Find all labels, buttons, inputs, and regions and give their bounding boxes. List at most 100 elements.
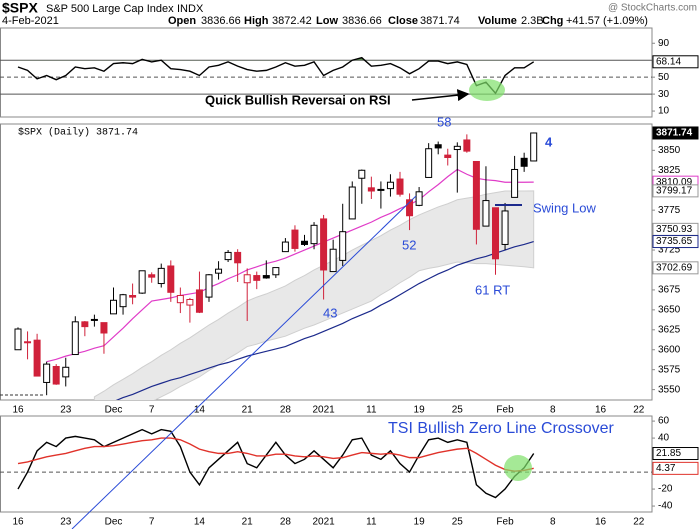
x-tick-label: 11 (366, 405, 377, 416)
candle-body (339, 231, 347, 261)
candle-body (119, 294, 127, 308)
x-tick-label: 25 (452, 517, 464, 528)
x-tick-label: 16 (595, 517, 607, 528)
x-tick-label: Dec (105, 405, 123, 416)
field-label: Chg (542, 15, 563, 27)
value-tag: 3750.93 (656, 224, 693, 235)
x-tick-label: 23 (60, 405, 72, 416)
candle-body (167, 265, 175, 293)
value-tag: 3871.74 (656, 128, 693, 139)
field-label: Low (316, 15, 338, 27)
candle-body (415, 191, 423, 206)
candle-body (129, 295, 137, 298)
field-label: Open (168, 15, 196, 27)
candle-body (81, 321, 89, 328)
candle-body (453, 145, 461, 151)
candle-body (224, 251, 232, 261)
x-tick-label: 7 (149, 517, 155, 528)
value-tag: 3799.17 (656, 186, 693, 197)
annotation: 58 (437, 114, 451, 129)
x-tick-label: 2021 (312, 517, 335, 528)
candle-body (215, 268, 223, 274)
plot-area: 907050301068.143850382537753725367536503… (0, 27, 699, 528)
value-tag: 3810.09 (656, 177, 693, 188)
value-tag-box (652, 55, 699, 69)
x-tick-label: 7 (149, 405, 155, 416)
y-tick-label: 40 (658, 433, 670, 444)
annotation: Swing Low (533, 200, 596, 215)
field-label: Volume (478, 15, 517, 27)
y-tick-label: 3600 (658, 344, 681, 355)
y-tick-label: -40 (658, 501, 673, 512)
moving-average (115, 240, 534, 400)
candle-body (281, 241, 289, 253)
value-tag-box (652, 461, 699, 475)
candle-body (463, 139, 471, 152)
value-tag: 3735.65 (656, 236, 693, 247)
y-tick-label: 10 (658, 106, 670, 117)
y-tick-label: 30 (658, 89, 670, 100)
value-tag-box (652, 261, 699, 275)
value-tag: 68.14 (656, 56, 681, 67)
candle-body (176, 295, 184, 304)
x-tick-label: 19 (414, 517, 426, 528)
overbought-fill (18, 57, 534, 61)
candle-body (90, 318, 98, 321)
annotation: 52 (402, 237, 416, 252)
candle-body (396, 178, 404, 195)
arrow (411, 89, 470, 102)
candle-body (71, 321, 79, 356)
candle-body (262, 275, 270, 279)
candle-body (110, 299, 117, 315)
field-value: 3872.42 (272, 15, 312, 27)
field-label: High (244, 15, 269, 27)
value-tag: 21.85 (656, 448, 681, 459)
candle-body (358, 169, 366, 179)
x-tick-label: 23 (60, 517, 72, 528)
field-value: 2.3B (521, 15, 544, 27)
y-tick-label: 3575 (658, 364, 681, 375)
candle-body (377, 188, 385, 191)
x-tick-label: 14 (194, 517, 206, 528)
value-tag-box (652, 126, 699, 140)
y-tick-label: 60 (658, 416, 670, 427)
highlight (469, 79, 505, 101)
price-legend: $SPX (Daily) 3871.74 (18, 127, 138, 139)
candle-body (138, 270, 146, 294)
value-tag: 4.37 (656, 463, 676, 474)
x-tick-label: Feb (496, 517, 514, 528)
y-tick-label: 3850 (658, 145, 681, 156)
x-tick-label: 22 (633, 517, 645, 528)
candle-body (310, 224, 318, 245)
candle-body (434, 144, 442, 149)
candle-body (291, 229, 299, 249)
candle-body (520, 157, 528, 167)
value-tag-box (652, 184, 699, 198)
candle-body (406, 199, 414, 217)
panel-frame (0, 415, 653, 513)
candle-body (530, 132, 538, 162)
trend-line (71, 195, 417, 529)
candle-body (272, 267, 280, 276)
x-tick-label: 19 (414, 405, 426, 416)
annotation: 61 RT (475, 282, 510, 297)
x-tick-label: 22 (633, 405, 645, 416)
field-label: Close (388, 15, 418, 27)
y-tick-label: 3775 (658, 205, 681, 216)
candle-body (33, 339, 41, 377)
x-tick-label: 16 (12, 405, 24, 416)
candle-body (511, 168, 519, 198)
candle-body (157, 267, 165, 285)
candle-body (492, 207, 499, 260)
y-tick-label: 3650 (658, 305, 681, 316)
panel-frame (0, 27, 653, 118)
candle-body (14, 328, 22, 351)
annotation: 43 (323, 305, 337, 320)
field-value: 3836.66 (342, 15, 382, 27)
candle-body (253, 275, 261, 281)
annotation: TSI Bullish Zero Line Crossover (388, 420, 615, 437)
candle-body (100, 322, 108, 334)
field-value: +41.57 (+1.09%) (566, 15, 648, 27)
symbol: $SPX (2, 0, 38, 16)
